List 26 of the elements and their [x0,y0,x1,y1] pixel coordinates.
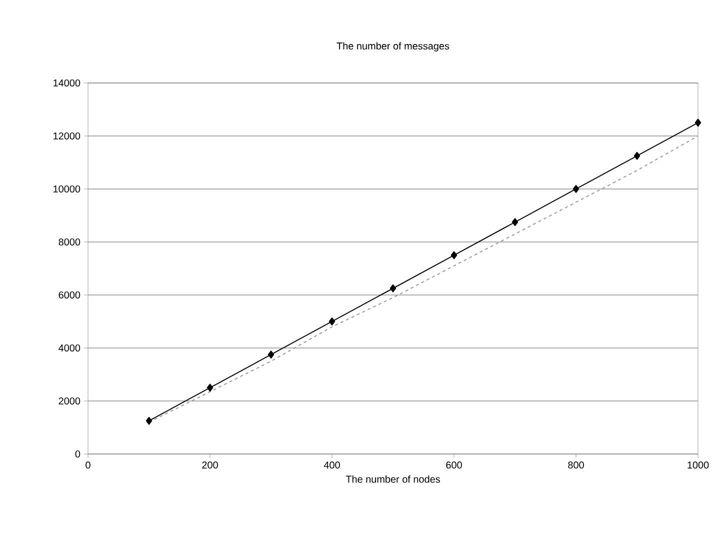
point [390,284,396,292]
y-tick-label: 6000 [58,291,80,299]
x-tick-label: 200 [202,462,218,469]
point [146,416,152,425]
point [328,317,336,326]
y-tick-label: 10000 [54,185,80,193]
y-tick-label: 2000 [58,397,80,405]
x-tick-label: 0 [86,462,90,469]
x-tick-label: 1000 [688,462,709,469]
point [572,184,580,193]
chart-title: The number of messages [336,42,450,52]
x-tick-label: 400 [324,462,340,469]
y-tick-label: 8000 [58,238,80,246]
x-axis-title: The number of nodes [346,475,440,483]
point [694,118,702,127]
point [268,350,274,359]
y-tick-label: 14000 [54,79,80,87]
point [450,251,458,260]
point [206,384,214,392]
x-tick-label: 800 [568,462,584,469]
point [512,218,518,226]
y-tick-label: 0 [75,450,80,458]
x-tick-label: 600 [446,462,462,469]
point [634,152,640,160]
y-tick-label: 12000 [54,132,80,140]
y-tick-label: 4000 [58,344,80,352]
